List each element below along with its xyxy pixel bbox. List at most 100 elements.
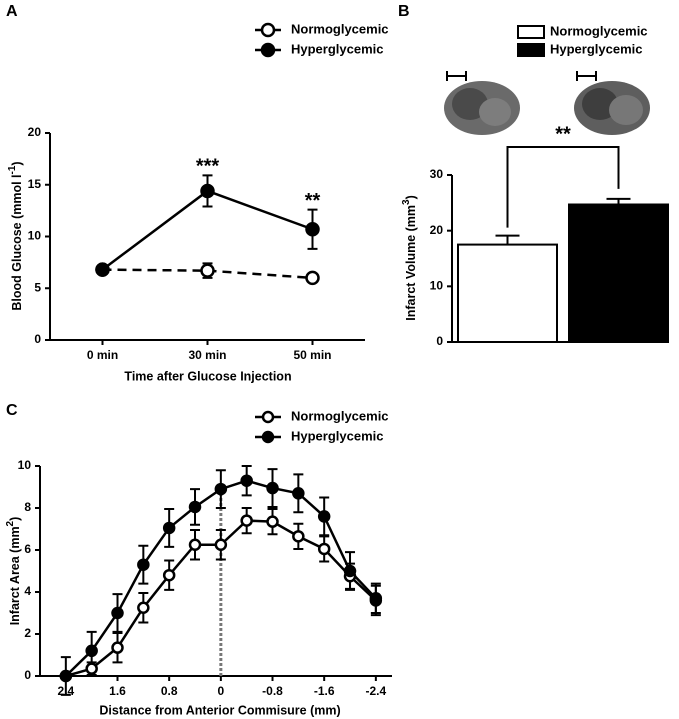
- error-bar: [319, 535, 330, 563]
- y-axis-title-end: ): [404, 195, 418, 199]
- marker: [85, 644, 98, 658]
- legend-marker: [261, 430, 275, 444]
- error-bar: [267, 508, 278, 536]
- error-bar: [138, 592, 149, 624]
- panel-label: C: [6, 402, 18, 419]
- y-tick-label: 5: [34, 280, 41, 294]
- error-bar: [138, 544, 149, 585]
- legend-label: Normoglycemic: [550, 23, 648, 38]
- legend-marker: [260, 42, 276, 58]
- y-axis-title-sup: 2: [5, 520, 16, 526]
- marker: [111, 606, 124, 620]
- y-axis-title: Infarct Volume (mm3): [401, 195, 419, 321]
- y-tick-label: 10: [430, 279, 444, 293]
- x-tick-label: 1.6: [109, 684, 126, 698]
- y-tick-label: 8: [24, 500, 31, 514]
- error-bar: [345, 551, 356, 591]
- x-tick-label: 0.8: [161, 684, 178, 698]
- marker: [200, 183, 215, 199]
- y-tick-label: 6: [24, 542, 31, 556]
- marker: [292, 487, 305, 500]
- significance-label: **: [305, 190, 321, 212]
- y-tick-label: 2: [24, 626, 31, 640]
- marker: [317, 542, 331, 556]
- marker: [343, 564, 357, 578]
- y-axis-title-sup: -1: [7, 165, 18, 174]
- significance-bracket: [506, 146, 620, 228]
- error-bar: [293, 473, 304, 514]
- error-bar: [190, 488, 201, 526]
- legend-label: Normoglycemic: [291, 21, 389, 36]
- error-bar: [215, 529, 226, 561]
- marker: [266, 515, 279, 528]
- significance-label: **: [555, 123, 571, 145]
- error-bar: [267, 468, 278, 508]
- y-tick-label: 20: [28, 125, 42, 139]
- y-axis-title-text: Infarct Volume (mm: [404, 205, 418, 321]
- x-tick-label: -0.8: [262, 684, 283, 698]
- y-axis-title-text: Blood Glucose (mmol l: [10, 174, 24, 310]
- y-tick-label: 0: [34, 332, 41, 346]
- bar: [457, 243, 558, 343]
- marker: [59, 669, 73, 683]
- marker: [266, 481, 279, 495]
- legend-label: Hyperglycemic: [291, 41, 384, 56]
- legend-swatch: [517, 43, 545, 57]
- x-axis-title: Distance from Anterior Commisure (mm): [99, 703, 340, 717]
- x-tick-label: 0 min: [87, 348, 118, 362]
- marker: [188, 538, 202, 551]
- marker: [95, 262, 110, 277]
- error-bar: [495, 234, 520, 245]
- x-tick-label: 0: [218, 684, 225, 698]
- y-axis-title-text: Infarct Area (mm: [8, 526, 22, 625]
- error-bar: [112, 631, 123, 664]
- error-bar: [307, 208, 318, 250]
- legend-label: Hyperglycemic: [291, 428, 384, 443]
- x-tick-label: -2.4: [366, 684, 387, 698]
- marker: [305, 222, 320, 237]
- error-bar: [293, 522, 304, 550]
- marker: [240, 474, 253, 487]
- marker: [240, 514, 253, 527]
- legend-marker: [260, 22, 276, 38]
- bar: [568, 203, 669, 343]
- y-axis-title-end: ): [8, 517, 22, 521]
- error-bar: [370, 582, 381, 614]
- x-tick-label: 30 min: [188, 348, 226, 362]
- y-tick-label: 15: [28, 177, 42, 191]
- marker: [214, 482, 228, 496]
- error-bar: [60, 656, 71, 696]
- legend-marker: [261, 410, 275, 424]
- error-bar: [164, 508, 175, 548]
- error-bar: [86, 630, 97, 671]
- marker: [162, 521, 176, 535]
- significance-label: ***: [196, 156, 220, 178]
- y-axis-title-sup: 3: [401, 199, 412, 205]
- brain-image: [444, 71, 520, 135]
- y-tick-label: 10: [28, 229, 42, 243]
- marker: [188, 500, 202, 514]
- marker: [214, 538, 228, 551]
- y-tick-label: 10: [18, 458, 32, 472]
- y-axis-title: Infarct Area (mm2): [5, 517, 23, 626]
- x-tick-label: 50 min: [293, 348, 331, 362]
- y-tick-label: 20: [430, 223, 444, 237]
- x-axis-title: Time after Glucose Injection: [124, 369, 291, 383]
- marker: [292, 530, 305, 543]
- y-tick-label: 30: [430, 167, 444, 181]
- error-bar: [241, 507, 252, 535]
- panel-label: B: [398, 3, 410, 20]
- error-bar: [164, 559, 175, 591]
- y-tick-label: 0: [24, 668, 31, 682]
- error-bar: [112, 593, 123, 633]
- marker: [85, 662, 98, 675]
- panel-label: A: [6, 3, 18, 20]
- brain-image: [574, 71, 650, 135]
- x-tick-label: -1.6: [314, 684, 335, 698]
- y-tick-label: 0: [436, 334, 443, 348]
- error-bar: [319, 496, 330, 537]
- error-bar: [190, 529, 201, 561]
- error-bar: [202, 174, 213, 208]
- error-bar: [215, 469, 226, 509]
